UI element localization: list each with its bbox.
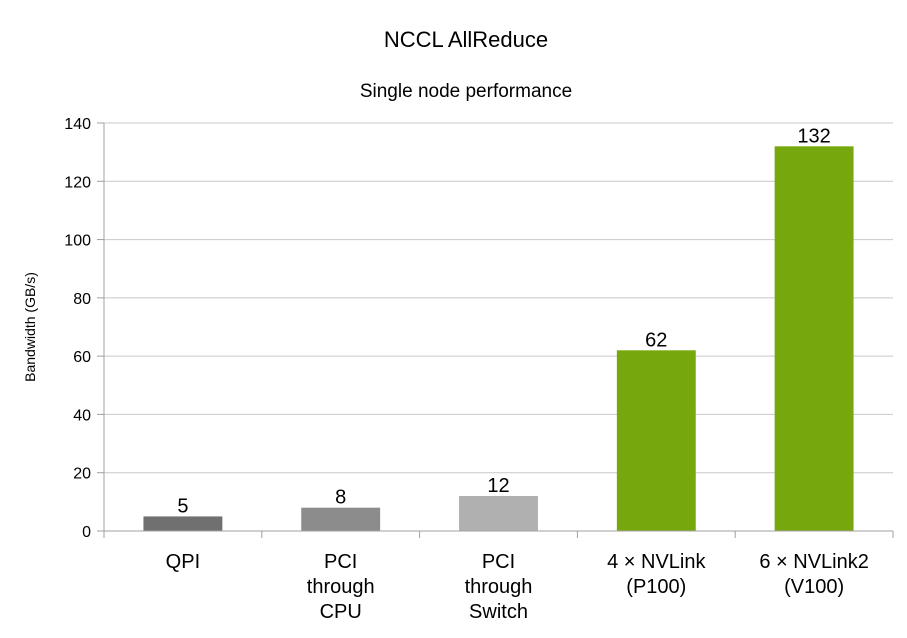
y-axis-label: Bandwidth (GB/s): [22, 272, 38, 382]
y-tick-label: 60: [73, 349, 91, 366]
x-category-label-line: PCI: [482, 551, 515, 573]
y-tick-label: 0: [82, 524, 91, 541]
x-category-label-line: (P100): [626, 576, 686, 598]
bars: [143, 146, 854, 532]
x-category-labels: QPI PCI through CPU PCI through Switch 4 × NVLi…: [166, 551, 869, 623]
x-category-label: 6 × NVLink2 (V100): [759, 551, 869, 598]
y-tick-labels: 0 20 40 60 80 100 120 140: [64, 116, 91, 541]
axes: [103, 123, 894, 538]
data-label: 132: [797, 125, 830, 147]
bar: [143, 516, 223, 531]
y-tick-label: 40: [73, 407, 91, 424]
data-label: 8: [335, 487, 346, 509]
y-tick-label: 100: [64, 233, 91, 250]
x-category-label-line: CPU: [320, 601, 362, 623]
data-label: 62: [645, 329, 667, 351]
y-tick-label: 80: [73, 291, 91, 308]
bar: [774, 146, 854, 532]
x-category-label: QPI: [166, 551, 200, 573]
x-category-label-line: Switch: [469, 601, 528, 623]
x-category-label-line: through: [465, 576, 533, 598]
x-category-label-line: (V100): [784, 576, 844, 598]
y-tick-label: 120: [64, 174, 91, 191]
bar: [459, 496, 538, 531]
x-category-label: PCI through Switch: [465, 551, 533, 623]
x-category-label-line: through: [307, 576, 375, 598]
data-labels: 5 8 12 62 132: [177, 125, 830, 517]
y-tick-label: 140: [64, 116, 91, 133]
chart-title: NCCL AllReduce: [384, 27, 548, 52]
x-category-label-line: PCI: [324, 551, 357, 573]
x-category-label-line: 4 × NVLink: [607, 551, 706, 573]
x-category-label-line: 6 × NVLink2: [759, 551, 869, 573]
x-category-label: 4 × NVLink (P100): [607, 551, 706, 598]
x-category-label-line: QPI: [166, 551, 200, 573]
y-tick-label: 20: [73, 466, 91, 483]
data-label: 5: [177, 495, 188, 517]
data-label: 12: [487, 475, 509, 497]
x-category-label: PCI through CPU: [307, 551, 375, 623]
bar: [301, 507, 381, 531]
bar: [616, 350, 696, 531]
chart-subtitle: Single node performance: [360, 81, 572, 102]
gridlines: [97, 122, 893, 532]
